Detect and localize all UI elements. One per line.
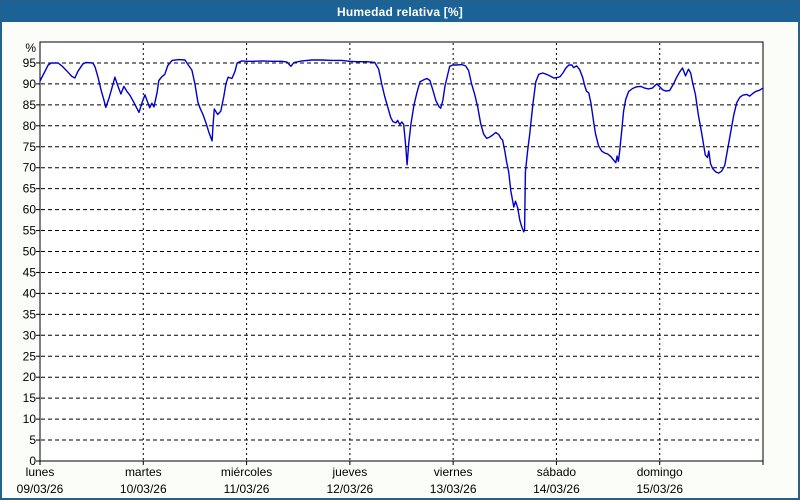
y-axis-label: 85 bbox=[23, 98, 37, 112]
x-axis-date-label: 12/03/26 bbox=[326, 482, 373, 496]
y-axis-label: 75 bbox=[23, 140, 37, 154]
y-axis-label: 95 bbox=[23, 56, 37, 70]
y-axis-label: 10 bbox=[23, 412, 37, 426]
x-axis-date-label: 10/03/26 bbox=[120, 482, 167, 496]
humidity-series-line bbox=[39, 58, 764, 233]
x-axis-date-label: 14/03/26 bbox=[533, 482, 580, 496]
x-axis-day-label: miércoles bbox=[221, 465, 272, 479]
y-axis-label: 0 bbox=[29, 454, 36, 468]
y-axis-label: 70 bbox=[23, 161, 37, 175]
x-axis-day-label: lunes bbox=[26, 465, 55, 479]
y-axis-label: 60 bbox=[23, 203, 37, 217]
title-bar: Humedad relativa [%] bbox=[2, 2, 798, 22]
window-title: Humedad relativa [%] bbox=[336, 5, 464, 19]
y-axis-label: 5 bbox=[29, 433, 36, 447]
y-axis-unit-label: % bbox=[25, 41, 36, 55]
x-axis-date-label: 13/03/26 bbox=[430, 482, 477, 496]
y-axis-label: 45 bbox=[23, 265, 37, 279]
chart-area: 0 5 10 15 20 25 30 35 40 45 50 55 60 65 70 75 80 85 90 95% l… bbox=[2, 22, 798, 498]
x-axis-date-label: 09/03/26 bbox=[17, 482, 64, 496]
humidity-line-chart: 0 5 10 15 20 25 30 35 40 45 50 55 60 65 70 75 80 85 90 95% l… bbox=[17, 41, 764, 496]
y-axis-label: 90 bbox=[23, 77, 37, 91]
x-axis-date-label: 11/03/26 bbox=[224, 482, 270, 496]
x-axis-day-label: domingo bbox=[637, 465, 683, 479]
y-axis-label: 30 bbox=[23, 328, 37, 342]
x-axis-day-label: jueves bbox=[332, 465, 368, 479]
y-axis-label: 80 bbox=[23, 119, 37, 133]
y-axis-label: 65 bbox=[23, 182, 37, 196]
y-axis-label: 35 bbox=[23, 307, 37, 321]
x-axis-day-label: viernes bbox=[434, 465, 473, 479]
x-axis-day-label: sábado bbox=[537, 465, 577, 479]
y-axis-label: 20 bbox=[23, 370, 37, 384]
y-axis-label: 55 bbox=[23, 224, 37, 238]
y-axis-label: 25 bbox=[23, 349, 37, 363]
x-axis-date-label: 15/03/26 bbox=[636, 482, 683, 496]
y-axis-label: 50 bbox=[23, 245, 37, 259]
y-axis-label: 15 bbox=[23, 391, 37, 405]
y-axis-label: 40 bbox=[23, 286, 37, 300]
x-axis-day-label: martes bbox=[125, 465, 162, 479]
